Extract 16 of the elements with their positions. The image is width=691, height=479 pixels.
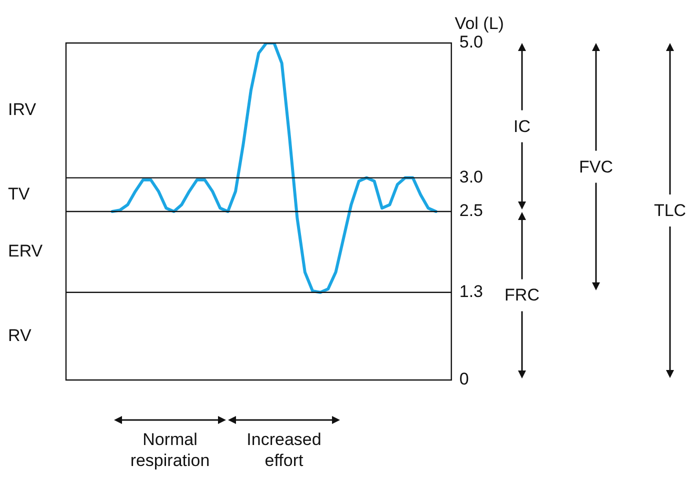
y-tick-label: 5.0 [459,32,484,52]
y-tick-label: 2.5 [459,201,484,220]
y-tick-label: 1.3 [459,282,484,302]
text: IC [514,116,530,136]
text: IRV [8,100,37,120]
y-tick-label: 0 [459,370,469,389]
text: Increased effort [246,430,322,470]
text: TLC [654,201,686,220]
text: TV [8,184,30,204]
y-axis-title: Vol (L) [454,14,504,34]
text: RV [8,326,32,345]
text: FRC [504,285,540,304]
text: Normal respiration [130,430,210,470]
text: ERV [8,242,44,261]
text: FVC [579,157,613,176]
y-tick-label: 3.0 [459,167,484,186]
